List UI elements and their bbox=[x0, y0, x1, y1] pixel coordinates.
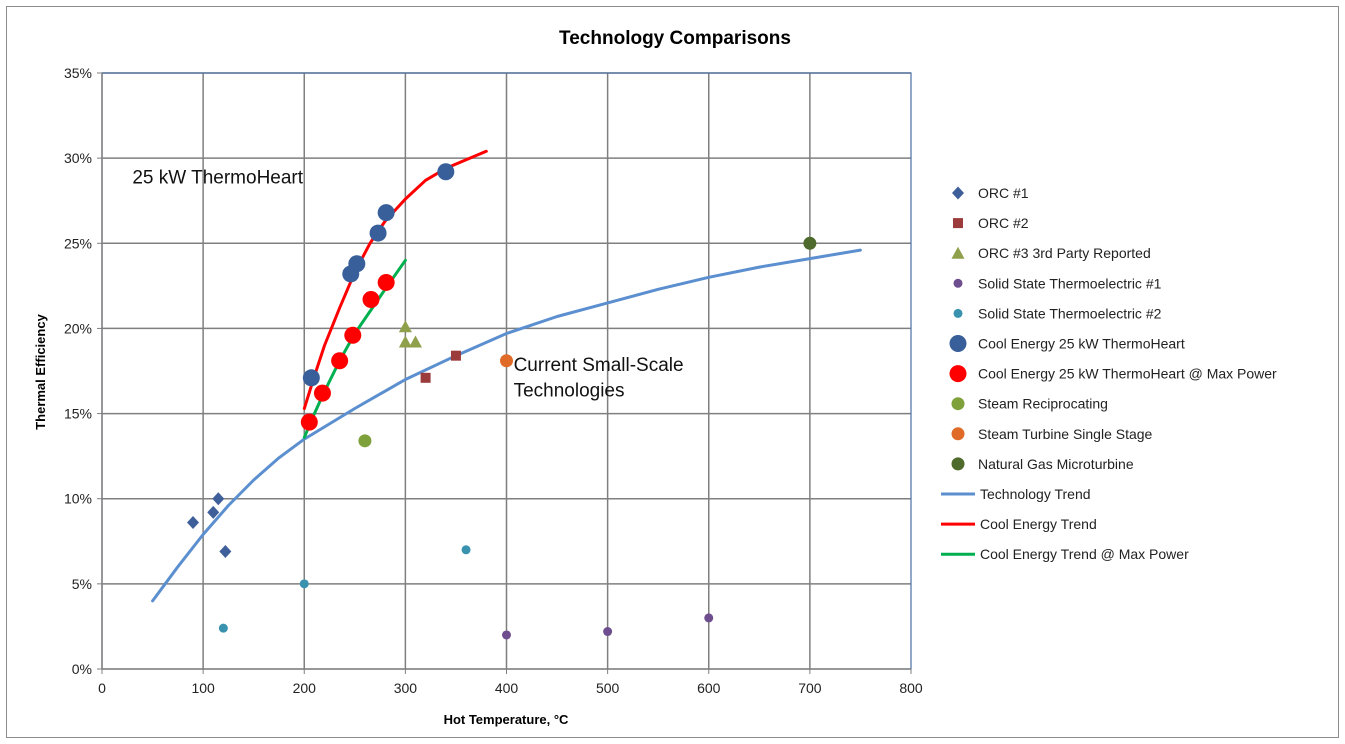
data-point-series-6 bbox=[331, 352, 349, 370]
gridlines bbox=[102, 72, 911, 669]
y-tick-label: 30% bbox=[64, 150, 92, 166]
legend: ORC #1 ORC #2 ORC #3 3rd Party Reported Sol… bbox=[941, 185, 1277, 562]
legend-marker-swatch bbox=[949, 335, 967, 352]
legend-entry: Solid State Thermoelectric #1 bbox=[953, 275, 1162, 291]
legend-entry: Steam Reciprocating bbox=[951, 396, 1108, 412]
legend-marker-swatch bbox=[951, 457, 965, 471]
legend-label: ORC #1 bbox=[978, 185, 1029, 201]
legend-entry: ORC #2 bbox=[953, 215, 1029, 231]
legend-entry: Cool Energy 25 kW ThermoHeart @ Max Powe… bbox=[949, 365, 1277, 383]
data-point-series-0 bbox=[219, 545, 232, 559]
legend-label: Solid State Thermoelectric #1 bbox=[978, 275, 1162, 291]
x-tick-label: 700 bbox=[798, 680, 822, 696]
y-tick-label: 15% bbox=[64, 406, 92, 422]
data-point-series-1 bbox=[450, 350, 461, 361]
legend-marker-swatch bbox=[953, 308, 963, 318]
x-tick-label: 200 bbox=[293, 680, 317, 696]
data-point-series-3 bbox=[502, 630, 511, 640]
legend-entry: ORC #1 bbox=[952, 185, 1029, 201]
data-point-series-5 bbox=[377, 204, 395, 222]
legend-marker-swatch bbox=[951, 397, 965, 411]
y-tick-label: 0% bbox=[72, 661, 92, 677]
x-tick-label: 600 bbox=[697, 680, 721, 696]
y-tick-label: 25% bbox=[64, 235, 92, 251]
legend-entry: Steam Turbine Single Stage bbox=[951, 426, 1153, 442]
x-tick-label: 800 bbox=[899, 680, 923, 696]
data-point-series-5 bbox=[437, 163, 455, 181]
chart-annotation: Current Small-Scale bbox=[514, 355, 684, 376]
x-tick-label: 0 bbox=[98, 680, 106, 696]
data-point-series-5 bbox=[302, 369, 320, 387]
chart-frame bbox=[6, 6, 1339, 738]
data-point-series-1 bbox=[420, 372, 431, 383]
legend-label: Cool Energy 25 kW ThermoHeart bbox=[978, 336, 1185, 352]
data-point-series-9 bbox=[803, 236, 817, 250]
y-tick-label: 5% bbox=[72, 576, 92, 592]
data-point-series-5 bbox=[348, 255, 366, 273]
data-point-series-7 bbox=[358, 434, 372, 448]
legend-marker-swatch bbox=[951, 246, 965, 259]
legend-marker-swatch bbox=[952, 186, 964, 200]
x-tick-label: 400 bbox=[495, 680, 519, 696]
data-point-series-0 bbox=[212, 492, 225, 506]
legend-label: Solid State Thermoelectric #2 bbox=[978, 305, 1162, 321]
y-axis-title: Thermal Efficiency bbox=[33, 313, 48, 429]
legend-entry: Natural Gas Microturbine bbox=[951, 456, 1134, 472]
legend-entry: ORC #3 3rd Party Reported bbox=[951, 245, 1151, 261]
plot-series bbox=[151, 149, 862, 640]
trend-line-10 bbox=[151, 248, 862, 603]
data-point-series-0 bbox=[207, 505, 220, 519]
data-point-series-6 bbox=[344, 326, 362, 344]
chart-annotation: Technologies bbox=[514, 381, 625, 402]
data-point-series-6 bbox=[362, 290, 380, 308]
legend-entry: Cool Energy 25 kW ThermoHeart bbox=[949, 335, 1185, 352]
legend-entry: Solid State Thermoelectric #2 bbox=[953, 305, 1162, 321]
data-point-series-8 bbox=[500, 354, 513, 368]
legend-label: Natural Gas Microturbine bbox=[978, 456, 1134, 472]
legend-label: Steam Turbine Single Stage bbox=[978, 426, 1153, 442]
legend-entry: Cool Energy Trend bbox=[941, 516, 1097, 532]
data-point-series-0 bbox=[187, 516, 200, 530]
trend-line-11 bbox=[302, 149, 488, 410]
legend-marker-swatch bbox=[953, 218, 963, 229]
legend-entry: Cool Energy Trend @ Max Power bbox=[941, 546, 1189, 562]
legend-marker-swatch bbox=[949, 365, 967, 383]
data-point-series-4 bbox=[461, 545, 471, 555]
legend-entry: Technology Trend bbox=[941, 486, 1091, 502]
legend-label: Steam Reciprocating bbox=[978, 396, 1108, 412]
legend-label: ORC #2 bbox=[978, 215, 1029, 231]
chart-title: Technology Comparisons bbox=[559, 28, 791, 49]
data-point-series-6 bbox=[313, 384, 331, 402]
legend-marker-swatch bbox=[951, 427, 965, 441]
y-tick-label: 35% bbox=[64, 65, 92, 81]
data-point-series-6 bbox=[377, 273, 395, 291]
legend-label: Cool Energy Trend bbox=[980, 516, 1097, 532]
data-point-series-2 bbox=[408, 335, 422, 348]
data-point-series-2 bbox=[398, 320, 412, 333]
trend-line-12 bbox=[302, 258, 407, 439]
annotations: 25 kW ThermoHeart Current Small-Scale Tech… bbox=[132, 168, 683, 402]
data-point-series-4 bbox=[218, 623, 228, 633]
x-tick-label: 300 bbox=[394, 680, 418, 696]
data-point-series-5 bbox=[369, 224, 387, 242]
y-tick-label: 20% bbox=[64, 320, 92, 336]
data-point-series-3 bbox=[603, 627, 613, 637]
legend-label: Technology Trend bbox=[980, 486, 1091, 502]
x-tick-label: 100 bbox=[191, 680, 215, 696]
axes: 0 100 200 300 400 500 600 700 800 0% 5% 10% 15% 20% 25… bbox=[64, 65, 923, 696]
legend-label: Cool Energy 25 kW ThermoHeart @ Max Powe… bbox=[978, 366, 1277, 382]
x-tick-label: 500 bbox=[596, 680, 620, 696]
legend-marker-swatch bbox=[953, 278, 963, 288]
x-axis-title: Hot Temperature, °C bbox=[444, 712, 569, 727]
data-point-series-3 bbox=[704, 613, 714, 623]
legend-label: ORC #3 3rd Party Reported bbox=[978, 245, 1151, 261]
legend-label: Cool Energy Trend @ Max Power bbox=[980, 546, 1189, 562]
data-point-series-2 bbox=[398, 335, 412, 348]
chart-annotation: 25 kW ThermoHeart bbox=[132, 168, 303, 189]
y-tick-label: 10% bbox=[64, 491, 92, 507]
data-point-series-6 bbox=[300, 413, 318, 431]
data-point-series-4 bbox=[299, 579, 309, 589]
